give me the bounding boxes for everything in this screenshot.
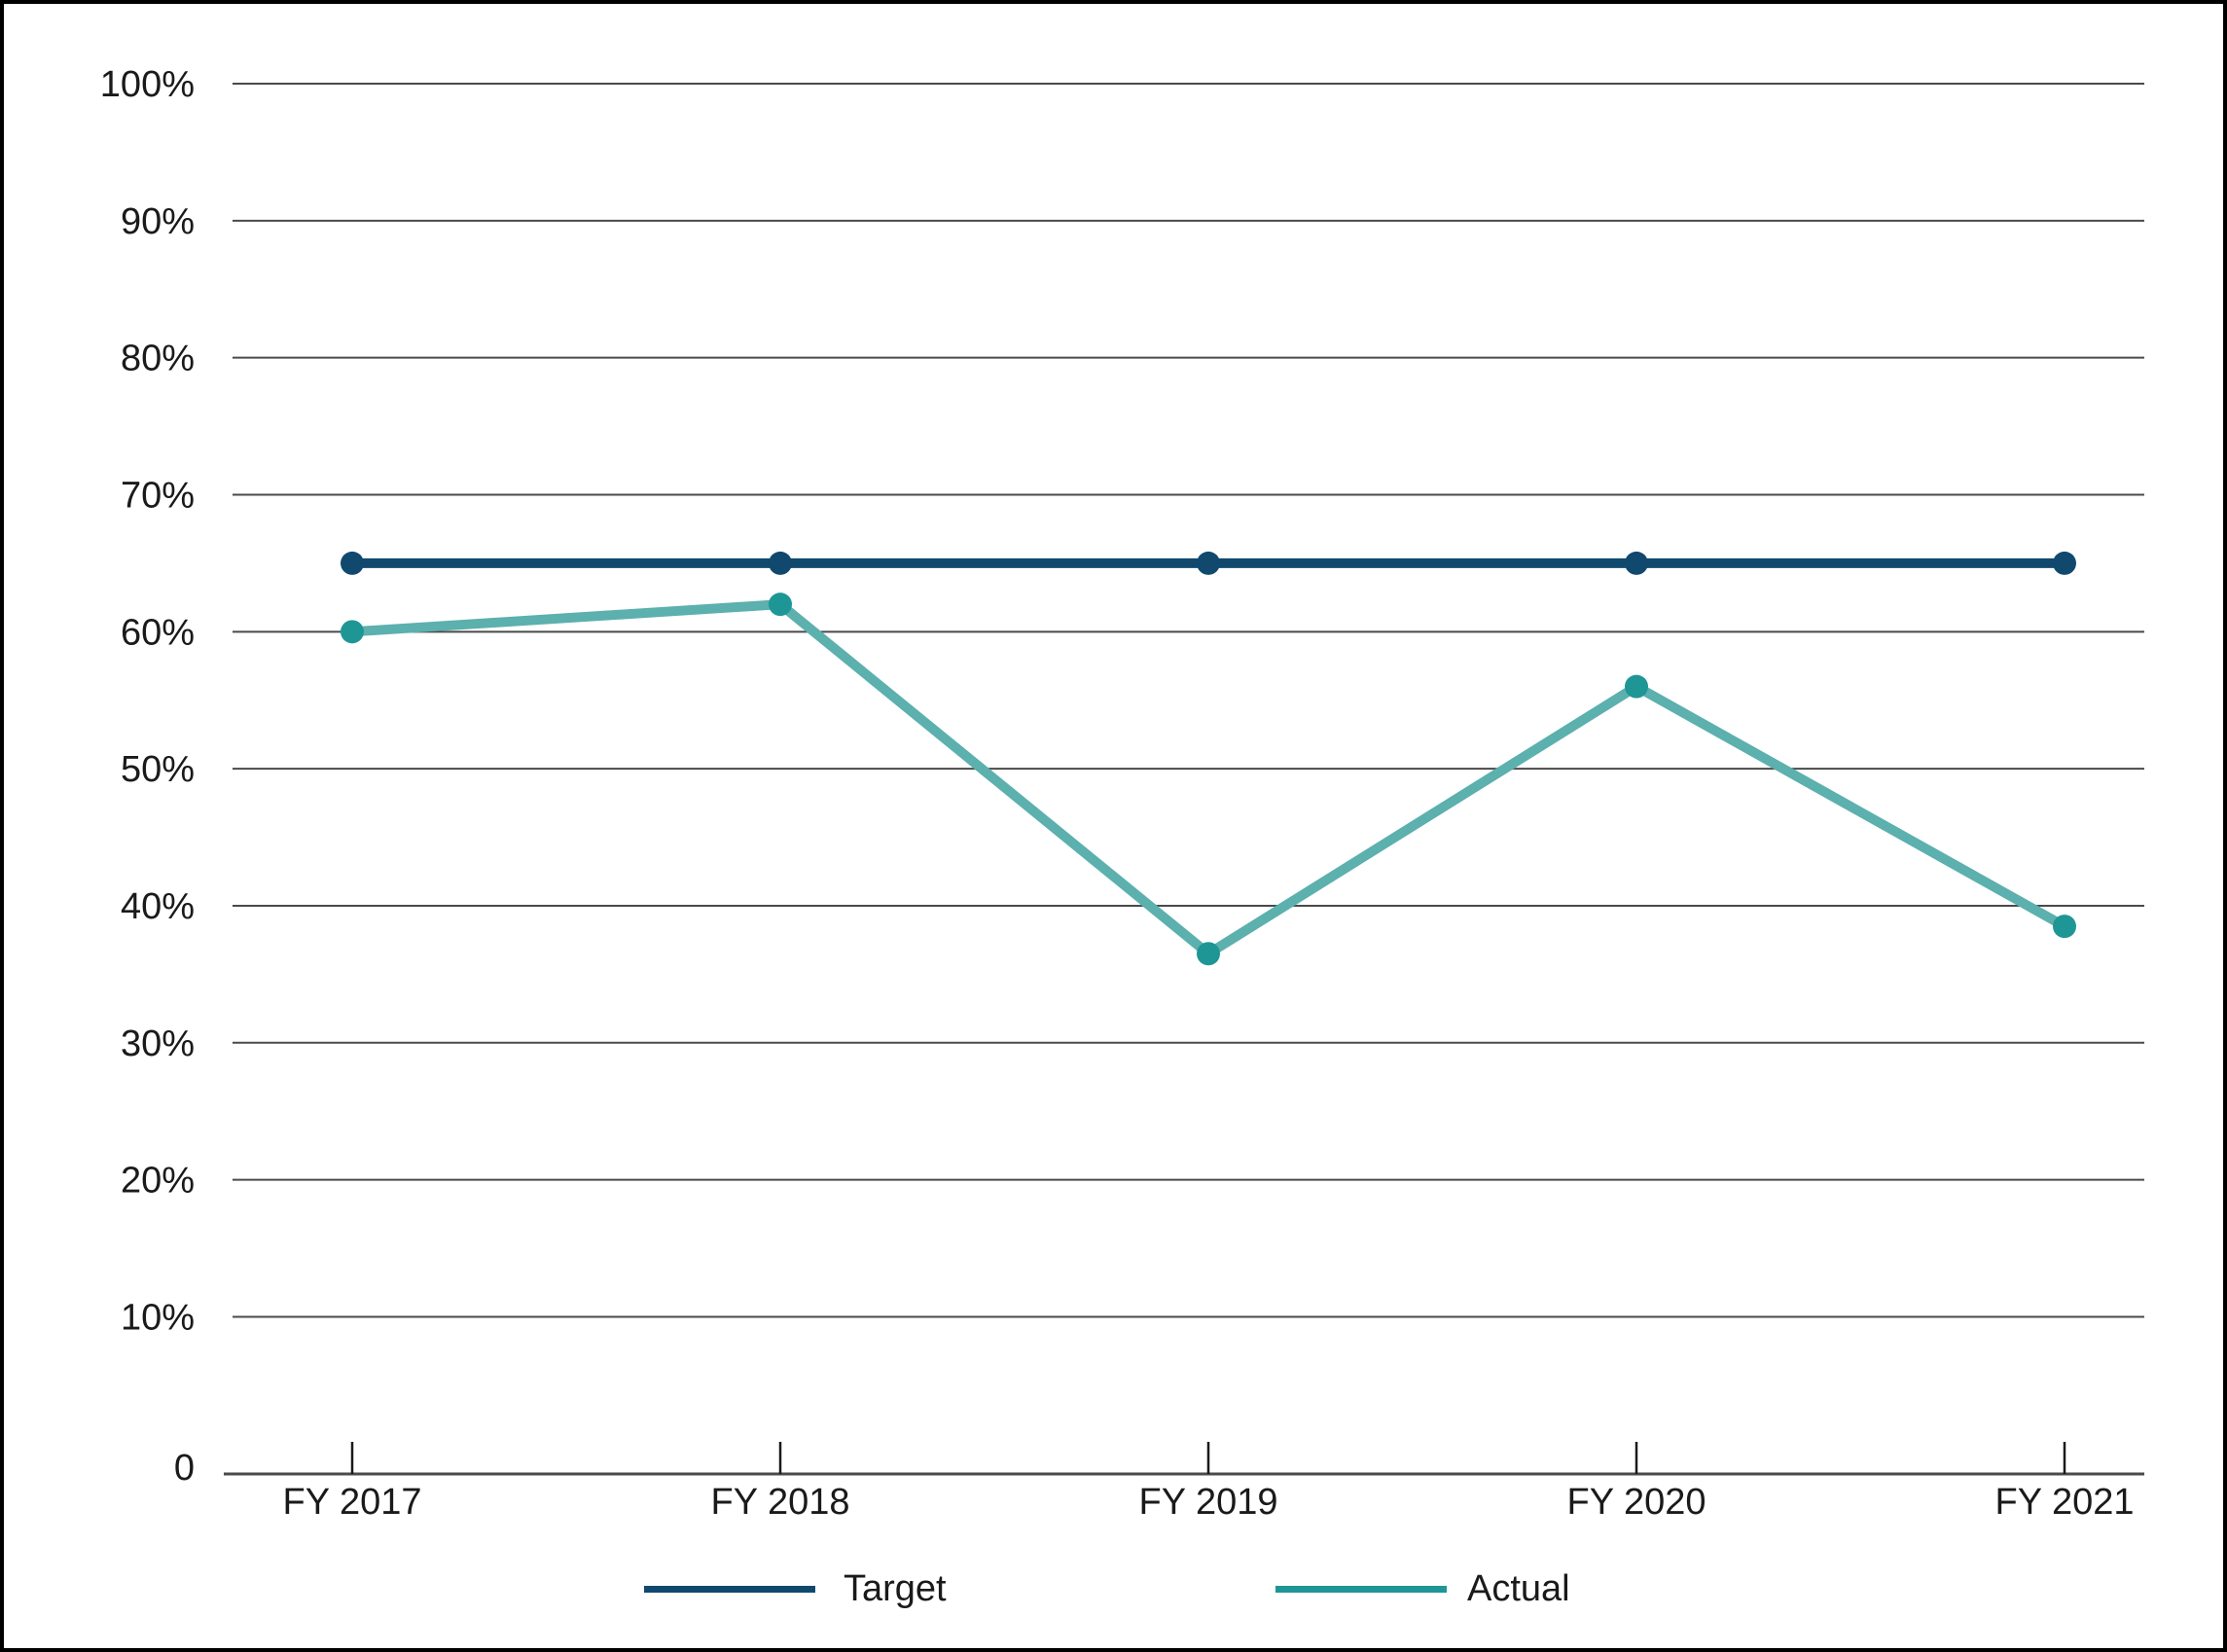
actual-data-point-marker [1625, 674, 1648, 699]
y-axis-tick-label: 10% [121, 1297, 195, 1338]
y-axis-tick-label: 0 [174, 1448, 195, 1489]
actual-series-line [351, 599, 2067, 959]
y-axis-tick-label: 40% [121, 886, 195, 927]
line-chart-plot-area: 100% 90% 80% 70% 60% 50% 40% 30% 20% 10% 0 FY 2017 F… [4, 4, 2223, 1648]
y-axis-tick-label: 50% [121, 749, 195, 790]
target-data-point-marker [341, 551, 364, 575]
y-axis-tick-label: 100% [100, 64, 195, 105]
x-axis-category-label: FY 2018 [711, 1482, 850, 1523]
x-axis-category-label: FY 2017 [283, 1482, 422, 1523]
actual-data-point-marker [1197, 942, 1220, 966]
x-axis-category-label: FY 2020 [1567, 1482, 1706, 1523]
x-axis-category-label: FY 2021 [1995, 1482, 2135, 1523]
y-axis-tick-label: 80% [121, 339, 195, 379]
actual-data-point-marker [769, 593, 792, 617]
target-data-point-marker [1197, 551, 1220, 575]
y-axis-tick-label: 60% [121, 612, 195, 653]
target-data-point-marker [2053, 551, 2076, 575]
y-axis-tick-label: 30% [121, 1024, 195, 1064]
y-axis-tick-label: 90% [121, 201, 195, 242]
x-axis-category-label: FY 2019 [1139, 1482, 1278, 1523]
y-axis-tick-label: 20% [121, 1161, 195, 1202]
y-axis-tick-label: 70% [121, 475, 195, 516]
target-data-point-marker [769, 551, 792, 575]
target-data-point-marker [1625, 551, 1648, 575]
actual-data-point-marker [2053, 915, 2076, 939]
chart-svg: 100% 90% 80% 70% 60% 50% 40% 30% 20% 10% 0 FY 2017 F… [100, 64, 2144, 1523]
actual-data-point-marker [341, 620, 364, 644]
